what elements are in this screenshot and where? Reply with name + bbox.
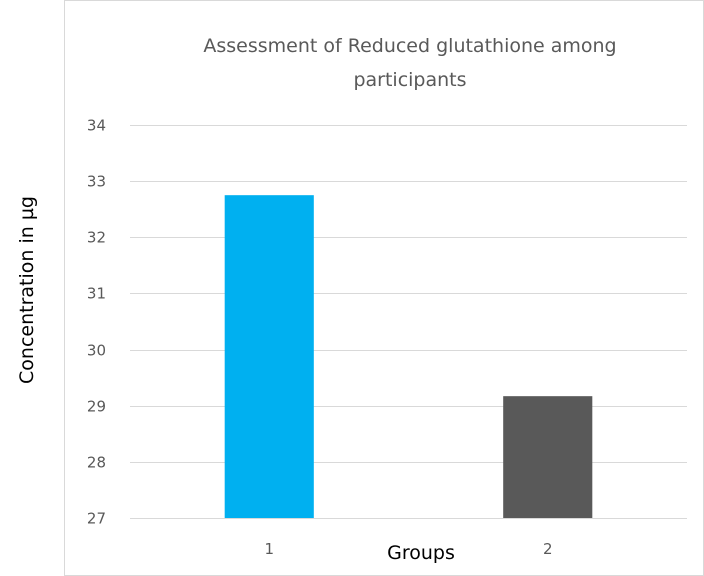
y-tick-label: 28 bbox=[87, 454, 106, 472]
y-axis-ticks: 27 28 29 30 31 32 33 34 bbox=[87, 117, 106, 528]
y-tick-label: 33 bbox=[87, 173, 106, 191]
y-tick-label: 29 bbox=[87, 398, 106, 416]
y-tick-label: 34 bbox=[87, 117, 106, 135]
y-tick-label: 27 bbox=[87, 510, 106, 528]
bar-group-2 bbox=[503, 396, 593, 518]
y-axis-title: Concentration in µg bbox=[16, 196, 38, 384]
y-tick-label: 31 bbox=[87, 285, 106, 303]
y-tick-label: 32 bbox=[87, 229, 106, 247]
chart-area bbox=[64, 0, 704, 576]
x-axis-title: Groups bbox=[387, 542, 455, 564]
y-tick-label: 30 bbox=[87, 342, 106, 360]
gridlines bbox=[130, 125, 687, 519]
chart-title-line-2: participants bbox=[353, 69, 466, 91]
bars bbox=[224, 195, 593, 518]
chart-title-line-1: Assessment of Reduced glutathione among bbox=[203, 35, 616, 57]
x-tick-label: 2 bbox=[543, 540, 553, 558]
x-tick-label: 1 bbox=[264, 540, 274, 558]
bar-group-1 bbox=[224, 195, 314, 518]
